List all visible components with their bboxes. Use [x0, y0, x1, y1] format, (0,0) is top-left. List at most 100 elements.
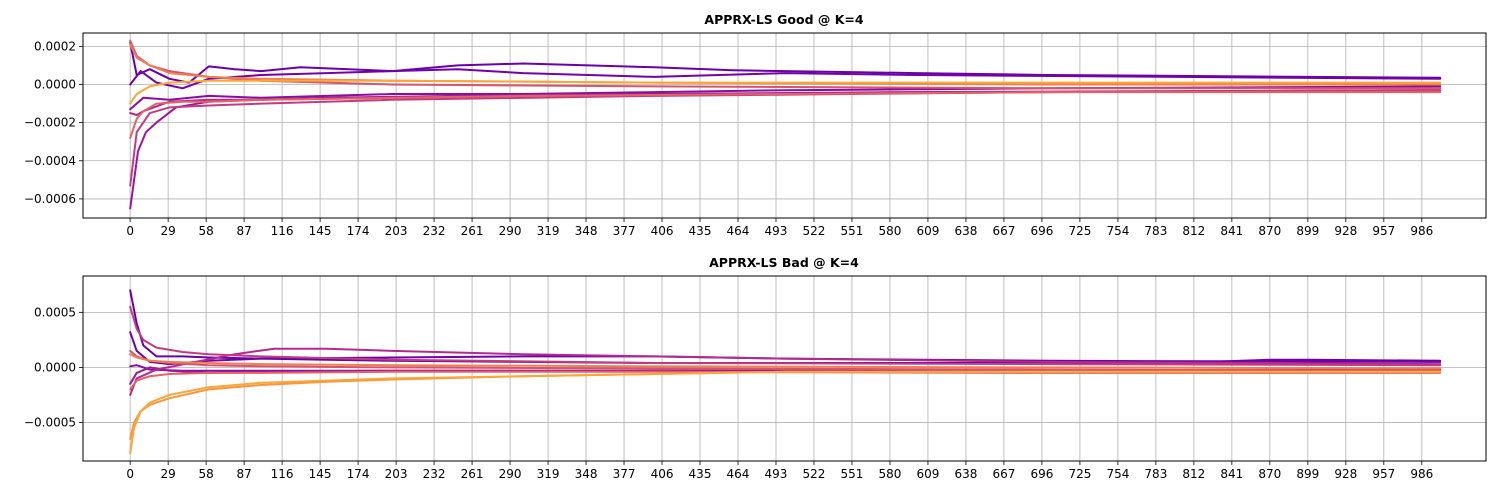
x-tick-label-good: 145: [309, 224, 332, 238]
x-tick-label-bad: 406: [651, 467, 674, 481]
x-tick-label-bad: 464: [727, 467, 750, 481]
x-tick-label-good: 116: [271, 224, 294, 238]
chart-title-good: APPRX-LS Good @ K=4: [704, 12, 863, 27]
x-tick-label-bad: 203: [385, 467, 408, 481]
series-line-good-9: [129, 43, 1442, 86]
x-tick-label-good: 348: [575, 224, 598, 238]
y-tick-label-bad: 0.0005: [34, 305, 76, 319]
x-tick-label-bad: 87: [236, 467, 251, 481]
x-tick-label-bad: 319: [537, 467, 560, 481]
x-tick-label-bad: 174: [347, 467, 370, 481]
series-line-good-1: [129, 41, 1442, 84]
x-tick-label-good: 928: [1334, 224, 1357, 238]
x-tick-label-bad: 812: [1182, 467, 1205, 481]
y-tick-label-bad: 0.0000: [34, 360, 76, 374]
y-tick-label-bad: −0.0005: [24, 415, 76, 429]
x-tick-label-good: 870: [1258, 224, 1281, 238]
x-tick-label-good: 377: [613, 224, 636, 238]
series-line-good-10: [129, 79, 1442, 105]
x-tick-label-bad: 290: [499, 467, 522, 481]
x-tick-label-bad: 754: [1106, 467, 1129, 481]
x-tick-label-good: 319: [537, 224, 560, 238]
x-tick-label-good: 232: [423, 224, 446, 238]
x-tick-label-good: 174: [347, 224, 370, 238]
x-tick-label-good: 841: [1220, 224, 1243, 238]
x-tick-label-bad: 522: [803, 467, 826, 481]
x-tick-label-bad: 29: [161, 467, 176, 481]
series-line-good-3: [129, 85, 1442, 111]
x-tick-label-good: 261: [461, 224, 484, 238]
x-tick-label-bad: 58: [198, 467, 213, 481]
x-tick-label-good: 609: [916, 224, 939, 238]
x-tick-label-bad: 667: [992, 467, 1015, 481]
x-tick-label-bad: 0: [126, 467, 134, 481]
x-tick-label-good: 551: [841, 224, 864, 238]
x-tick-label-bad: 841: [1220, 467, 1243, 481]
x-tick-label-bad: 377: [613, 467, 636, 481]
plot-area-good: [82, 32, 1487, 219]
x-tick-label-bad: 638: [954, 467, 977, 481]
x-tick-label-good: 754: [1106, 224, 1129, 238]
x-tick-label-good: 203: [385, 224, 408, 238]
x-tick-label-good: 58: [198, 224, 213, 238]
x-tick-label-good: 783: [1144, 224, 1167, 238]
x-tick-label-bad: 551: [841, 467, 864, 481]
x-tick-label-good: 725: [1068, 224, 1091, 238]
subplot-bad: APPRX-LS Bad @ K=4 0 29 58 87 116 145 174 203 23…: [24, 255, 1487, 481]
series-line-bad-5: [129, 347, 1442, 396]
x-tick-label-bad: 899: [1296, 467, 1319, 481]
x-tick-label-good: 899: [1296, 224, 1319, 238]
series-line-bad-10: [129, 370, 1442, 440]
x-tick-label-bad: 928: [1334, 467, 1357, 481]
x-tick-label-bad: 986: [1410, 467, 1433, 481]
x-tick-label-bad: 145: [309, 467, 332, 481]
series-line-bad-1: [129, 289, 1442, 364]
series-line-good-2: [129, 68, 1442, 90]
x-tick-label-bad: 696: [1030, 467, 1053, 481]
series-line-bad-11: [129, 370, 1442, 455]
x-tick-label-bad: 261: [461, 467, 484, 481]
series-line-bad-9: [129, 353, 1442, 370]
x-tick-label-good: 464: [727, 224, 750, 238]
x-tick-label-good: 29: [161, 224, 176, 238]
x-tick-label-good: 493: [765, 224, 788, 238]
x-tick-label-good: 638: [954, 224, 977, 238]
y-tick-label-good: 0.0002: [34, 39, 76, 53]
x-tick-label-bad: 435: [689, 467, 712, 481]
x-tick-label-bad: 957: [1372, 467, 1395, 481]
series-line-good-8: [129, 91, 1442, 139]
x-tick-label-bad: 493: [765, 467, 788, 481]
x-tick-label-good: 435: [689, 224, 712, 238]
x-tick-label-bad: 116: [271, 467, 294, 481]
series-line-bad-6: [129, 305, 1442, 367]
x-tick-label-good: 696: [1030, 224, 1053, 238]
x-tick-label-good: 667: [992, 224, 1015, 238]
series-line-good-4: [129, 89, 1442, 210]
x-tick-label-bad: 348: [575, 467, 598, 481]
x-tick-label-good: 580: [879, 224, 902, 238]
x-tick-label-bad: 870: [1258, 467, 1281, 481]
x-tick-label-good: 986: [1410, 224, 1433, 238]
x-tick-label-bad: 580: [879, 467, 902, 481]
x-tick-label-good: 87: [236, 224, 251, 238]
x-tick-label-bad: 725: [1068, 467, 1091, 481]
x-tick-label-good: 812: [1182, 224, 1205, 238]
x-tick-label-bad: 232: [423, 467, 446, 481]
x-tick-label-good: 957: [1372, 224, 1395, 238]
subplot-good: APPRX-LS Good @ K=4 0 29 58 87 116 145 174 203 2…: [24, 12, 1487, 238]
series-line-good-6: [129, 89, 1442, 187]
y-tick-label-good: −0.0002: [24, 116, 76, 130]
x-tick-label-good: 406: [651, 224, 674, 238]
x-tick-label-good: 0: [126, 224, 134, 238]
chart-title-bad: APPRX-LS Bad @ K=4: [709, 255, 859, 270]
x-tick-label-good: 290: [499, 224, 522, 238]
y-tick-label-good: −0.0006: [24, 192, 76, 206]
y-tick-label-good: 0.0000: [34, 77, 76, 91]
plot-area-bad: [82, 275, 1487, 462]
y-tick-label-good: −0.0004: [24, 154, 76, 168]
x-tick-label-bad: 609: [916, 467, 939, 481]
x-tick-label-bad: 783: [1144, 467, 1167, 481]
x-tick-label-good: 522: [803, 224, 826, 238]
